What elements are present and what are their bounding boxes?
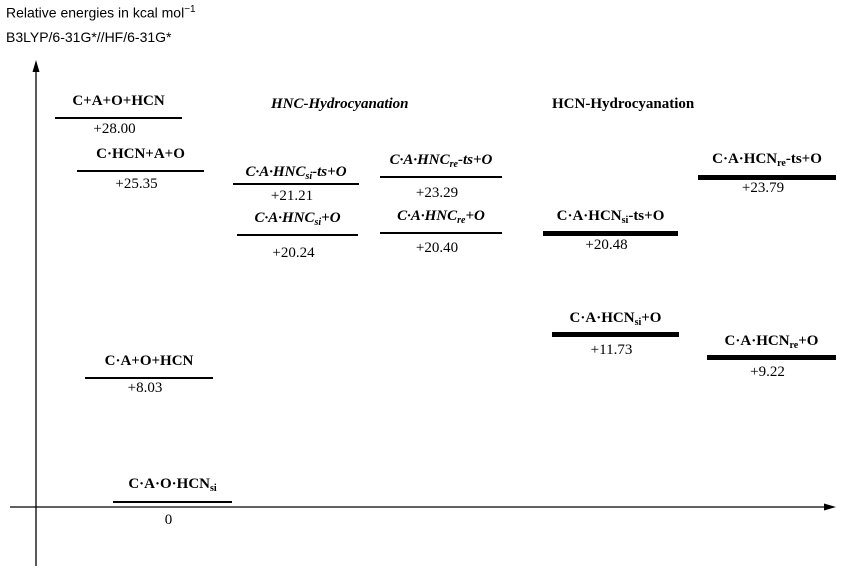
level-label-c-a-hnc-re-ts: C·A·HNCre-ts+O: [390, 152, 493, 170]
level-label-subscript: si: [621, 215, 629, 226]
level-label-c-a-o-hcn: C·A+O+HCN: [105, 353, 194, 370]
level-value-c-a-o-hcn: +8.03: [127, 380, 163, 396]
level-label-main: C·HCN+A+O: [96, 146, 185, 162]
level-label-c-a-hcn-si: C·A·HCNsi+O: [570, 310, 662, 328]
level-line-c-a-hnc-si-ts: [233, 183, 359, 185]
level-value-c-a-hnc-si-ts: +21.21: [270, 188, 314, 204]
level-label-tail: +O: [465, 208, 485, 224]
level-label-main: C·A+O+HCN: [104, 353, 194, 369]
level-label-subscript: si: [634, 317, 642, 328]
level-value-c-a-hcn-si: +11.73: [590, 342, 633, 358]
level-line-c-a-o-hcn-si: [113, 500, 232, 504]
axis-title-sup: −1: [184, 4, 196, 15]
level-label-c-a-hcn-si-ts: C·A·HCNsi-ts+O: [557, 208, 665, 226]
level-value-c-a-o-hcn-si: 0: [164, 512, 173, 528]
level-line-c-hcn-a-o: [77, 170, 204, 172]
level-line-c-a-o-hcn: [85, 377, 213, 379]
level-label-c-a-hnc-si: C·A·HNCsi+O: [254, 210, 340, 228]
level-value-c-a-hnc-si: +20.24: [272, 245, 315, 261]
level-value-c-a-hnc-re-ts: +23.29: [415, 185, 459, 201]
level-line-c-a-hcn-re-ts: [698, 174, 836, 180]
level-line-c-a-o-hcn-free: [55, 117, 182, 119]
level-label-c-a-hnc-si-ts: C·A·HNCsi-ts+O: [245, 164, 346, 182]
level-label-tail: -ts+O: [312, 164, 347, 180]
level-label-c-hcn-a-o: C·HCN+A+O: [96, 146, 185, 163]
level-label-tail: -ts+O: [785, 151, 822, 167]
level-line-c-a-hnc-re-ts: [380, 176, 502, 178]
level-line-c-a-hcn-si: [552, 331, 679, 337]
level-line-c-a-hcn-re: [707, 354, 836, 360]
level-label-c-a-o-hcn-free: C+A+O+HCN: [72, 93, 164, 110]
level-line-c-a-hcn-si-ts: [543, 230, 678, 236]
level-value-c-a-hcn-re-ts: +23.79: [741, 180, 785, 196]
level-label-tail: -ts+O: [628, 208, 665, 224]
level-value-c-a-hcn-si-ts: +20.48: [585, 237, 628, 253]
level-label-main: C·A·HCN: [712, 151, 778, 167]
level-label-c-a-hnc-re: C·A·HNCre+O: [397, 208, 485, 226]
level-value-c-a-o-hcn-free: +28.00: [93, 121, 136, 137]
level-value-c-hcn-a-o: +25.35: [115, 176, 158, 192]
level-label-c-a-hcn-re: C·A·HCNre+O: [725, 333, 819, 351]
level-label-subscript: si: [314, 217, 322, 228]
level-label-main: C·A·HNC: [254, 210, 315, 226]
level-label-subscript: si: [305, 171, 313, 182]
level-line-c-a-hnc-re: [380, 232, 502, 234]
level-label-c-a-o-hcn-si: C·A·O·HCNsi: [128, 476, 216, 494]
section-title-hcn: HCN-Hydrocyanation: [552, 96, 695, 112]
axis-title: Relative energies in kcal mol−1: [6, 4, 196, 21]
level-label-main: C·A·HCN: [569, 310, 635, 326]
level-label-subscript: si: [210, 483, 217, 494]
section-title-hnc: HNC-Hydrocyanation: [271, 96, 409, 112]
level-label-tail: +O: [641, 310, 662, 326]
level-label-subscript: re: [789, 340, 799, 351]
axis-title-text: Relative energies in kcal mol: [6, 4, 185, 21]
level-label-subscript: re: [777, 158, 786, 169]
level-line-c-a-hnc-si: [237, 234, 358, 236]
level-label-main: C+A+O+HCN: [72, 93, 165, 109]
level-label-subscript: re: [449, 159, 458, 170]
level-label-main: C·A·HCN: [556, 208, 622, 224]
level-label-main: C·A·HNC: [397, 208, 458, 224]
level-label-tail: +O: [321, 210, 341, 226]
y-axis-arrowhead: [32, 60, 40, 72]
level-label-c-a-hcn-re-ts: C·A·HCNre-ts+O: [712, 151, 822, 169]
method-label: B3LYP/6-31G*//HF/6-31G*: [6, 29, 172, 45]
level-label-main: C·A·HCN: [724, 333, 790, 349]
level-label-tail: -ts+O: [457, 152, 493, 168]
level-value-c-a-hcn-re: +9.22: [750, 364, 785, 380]
x-axis-arrowhead: [824, 503, 836, 511]
level-label-main: C·A·O·HCN: [128, 476, 211, 492]
level-label-subscript: re: [457, 215, 466, 226]
level-label-main: C·A·HNC: [389, 152, 450, 168]
level-value-c-a-hnc-re: +20.40: [415, 240, 459, 256]
level-label-tail: +O: [798, 333, 819, 349]
level-label-main: C·A·HNC: [245, 164, 306, 180]
